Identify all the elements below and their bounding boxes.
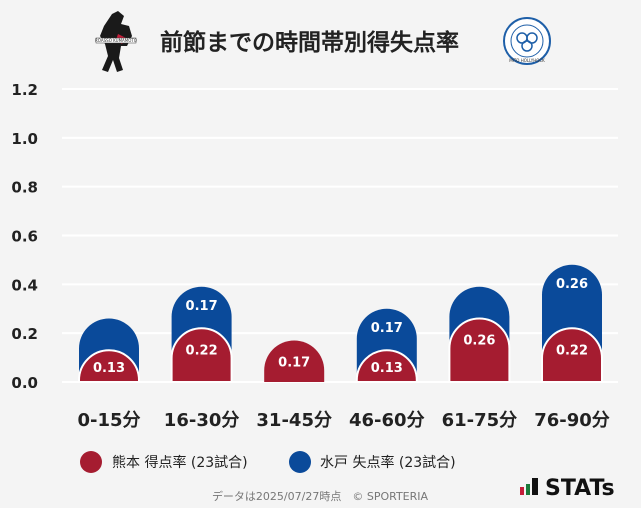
x-tick-label: 76-90分 — [534, 410, 610, 431]
y-tick-label: 1.0 — [11, 130, 38, 148]
data-label-home: 0.26 — [463, 334, 495, 349]
stats-brand-logo: STATs — [520, 476, 615, 501]
legend-home-label: 熊本 得点率 (23試合) — [112, 454, 248, 471]
data-label-home: 0.22 — [556, 343, 588, 358]
legend-away-swatch — [289, 451, 311, 473]
y-axis-ticks: 0.0 0.2 0.4 0.6 0.8 1.0 1.2 — [11, 81, 38, 392]
x-tick-label: 0-15分 — [77, 410, 140, 431]
chart-title: 前節までの時間帯別得失点率 — [160, 29, 459, 56]
legend: 熊本 得点率 (23試合) 水戸 失点率 (23試合) — [80, 451, 456, 473]
bars: 0.13 0.22 0.17 0.17 0.13 0.17 0.26 0.22 0.26 — [78, 264, 603, 383]
y-tick-label: 1.2 — [11, 81, 38, 99]
legend-home-swatch — [80, 451, 102, 473]
data-label-away: 0.26 — [556, 277, 588, 292]
bar-home — [355, 349, 418, 383]
data-label-home: 0.22 — [186, 343, 218, 358]
y-tick-label: 0.6 — [11, 228, 38, 246]
svg-text:MITO HOLLYHOCK: MITO HOLLYHOCK — [509, 58, 545, 63]
away-team-logo: MITO HOLLYHOCK — [503, 17, 551, 65]
x-tick-label: 61-75分 — [442, 410, 518, 431]
data-label-home: 0.13 — [371, 361, 403, 376]
footer-note: データは2025/07/27時点 © SPORTERIA — [212, 489, 429, 503]
svg-text:ROASSO KUMAMOTO: ROASSO KUMAMOTO — [95, 38, 137, 43]
data-label-away: 0.17 — [186, 299, 218, 314]
data-label-home: 0.13 — [93, 361, 125, 376]
y-tick-label: 0.4 — [11, 276, 38, 294]
bar-home — [78, 349, 140, 383]
svg-text:STATs: STATs — [545, 476, 615, 501]
data-label-home: 0.17 — [278, 355, 310, 370]
bar-home — [448, 317, 511, 383]
x-tick-label: 16-30分 — [164, 410, 240, 431]
legend-away-label: 水戸 失点率 (23試合) — [320, 454, 456, 471]
y-tick-label: 0.0 — [11, 374, 38, 392]
home-team-logo: ROASSO KUMAMOTO — [95, 11, 137, 72]
data-label-away: 0.17 — [371, 321, 403, 336]
grid-lines — [62, 88, 618, 383]
y-tick-label: 0.2 — [11, 325, 38, 343]
x-tick-label: 31-45分 — [256, 410, 332, 431]
bar-home — [541, 327, 603, 383]
x-tick-label: 46-60分 — [349, 410, 425, 431]
y-tick-label: 0.8 — [11, 179, 38, 197]
bar-home — [264, 340, 325, 382]
x-axis-ticks: 0-15分 16-30分 31-45分 46-60分 61-75分 76-90分 — [77, 410, 609, 431]
bar-home — [170, 327, 233, 383]
